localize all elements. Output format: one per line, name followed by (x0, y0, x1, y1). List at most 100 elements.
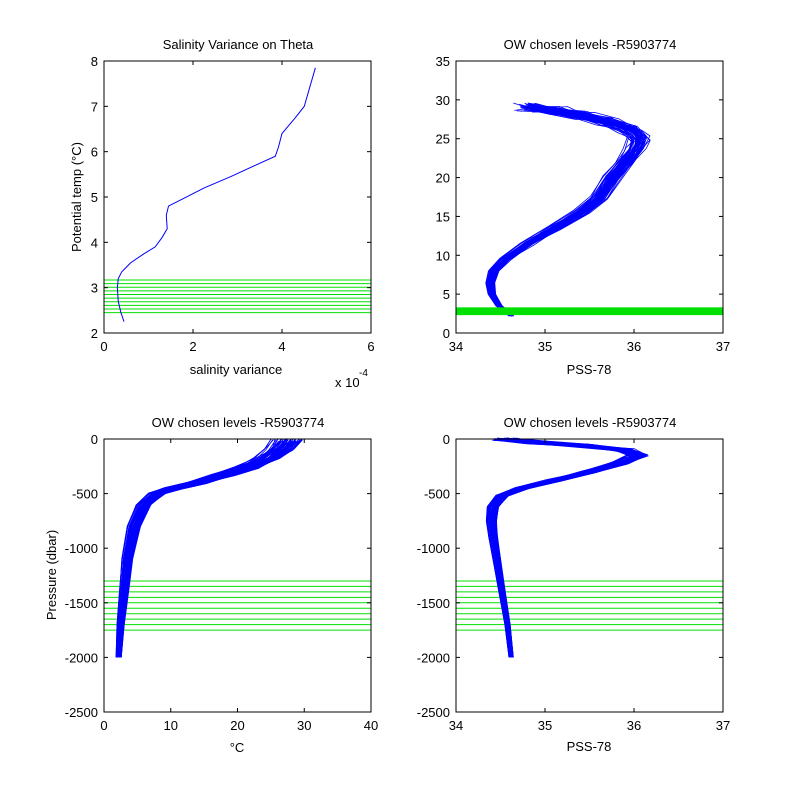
y-tick-label: -1000 (65, 541, 98, 556)
x-tick-label: 35 (538, 718, 552, 733)
panel-3-highlights (104, 580, 371, 631)
y-tick-label: 4 (91, 235, 98, 250)
ts-profile-line (492, 106, 645, 317)
panel-1-ylabel: Potential temp (°C) (69, 142, 84, 252)
x-tick-label: 10 (164, 718, 178, 733)
ts-profile-line (489, 104, 639, 317)
y-tick-label: 0 (91, 432, 98, 447)
ts-profile-line (489, 103, 639, 317)
ts-profile-line (486, 107, 635, 317)
panel-4-xlabel: PSS-78 (567, 739, 612, 754)
ts-profile-line (489, 106, 642, 317)
ts-profile-line (487, 103, 634, 317)
temperature-profile-line (116, 440, 285, 658)
ts-profile-line (487, 106, 632, 317)
panel-4-highlights (456, 580, 723, 631)
x-tick-label: 36 (627, 339, 641, 354)
panel-4-title: OW chosen levels -R5903774 (504, 415, 677, 430)
y-tick-label: 15 (436, 209, 450, 224)
x-tick-label: 2 (189, 339, 196, 354)
panel-2-xlabel: PSS-78 (567, 362, 612, 377)
y-tick-label: 20 (436, 171, 450, 186)
ts-profile-line (488, 109, 639, 317)
y-tick-label: -500 (424, 487, 450, 502)
panel-theta-salinity: OW chosen levels -R5903774 34 35 36 37 0 5 10 1… (436, 37, 731, 377)
ts-profile-line (490, 108, 642, 317)
x-tick-label: 34 (449, 718, 463, 733)
y-tick-label: 6 (91, 145, 98, 160)
y-tick-label: 5 (443, 287, 450, 302)
salinity-profile-line (486, 439, 633, 658)
ts-profile-line (489, 106, 640, 317)
ts-profile-line (487, 108, 635, 317)
x-tick-label: 37 (716, 718, 730, 733)
ts-profile-line (490, 110, 640, 317)
variance-line (116, 67, 316, 322)
x-tick-label: 6 (367, 339, 374, 354)
ts-profile-line (486, 106, 634, 317)
ts-profile-line (489, 102, 638, 317)
x-tick-label: 40 (364, 718, 378, 733)
temperature-profile-line (120, 440, 300, 658)
panel-2-axes-box (455, 60, 724, 334)
panel-4-axes-box (455, 438, 724, 713)
ts-profile-line (489, 104, 642, 317)
panel-4-ticks: 34 35 36 37 -2500 -2000 -1500 -1000 -500 0 (417, 432, 730, 733)
panel-3-xlabel: °C (230, 740, 245, 755)
ts-profile-line (489, 104, 641, 317)
panel-3-ticks: 0 10 20 30 40 -2500 -2000 -1500 -1000 -500 0 (65, 432, 378, 733)
panel-2-ticks: 34 35 36 37 0 5 10 15 20 25 30 35 (436, 54, 731, 354)
ts-profile-line (491, 102, 645, 317)
ts-profile-line (492, 108, 645, 317)
y-tick-label: 8 (91, 54, 98, 69)
panel-3-title: OW chosen levels -R5903774 (152, 415, 325, 430)
temperature-profile-line (115, 439, 272, 658)
panel-3-axes-box (103, 438, 372, 713)
ts-profile-line (491, 110, 644, 317)
panel-2-lines (485, 102, 651, 317)
ts-profile-line (492, 109, 646, 317)
ts-profile-line (488, 105, 639, 317)
ts-profile-line (488, 104, 637, 317)
y-tick-label: -1500 (417, 596, 450, 611)
y-tick-label: -2000 (65, 650, 98, 665)
salinity-profile-line (492, 439, 642, 658)
ts-profile-line (490, 102, 641, 317)
ts-profile-line (492, 105, 645, 317)
y-tick-label: 0 (443, 326, 450, 341)
ts-profile-line (492, 107, 647, 317)
x-tick-label: 4 (278, 339, 285, 354)
y-tick-label: 2 (91, 326, 98, 341)
y-tick-label: 30 (436, 93, 450, 108)
ts-profile-line (486, 110, 633, 317)
panel-temperature-pressure: OW chosen levels -R5903774 0 10 20 30 40 -250… (44, 415, 378, 755)
y-tick-label: -1500 (65, 596, 98, 611)
ts-profile-line (492, 106, 646, 317)
panel-1-highlights (104, 279, 371, 314)
y-tick-label: -1000 (417, 541, 450, 556)
x-tick-label: 0 (100, 718, 107, 733)
x-tick-label: 37 (716, 339, 730, 354)
ts-profile-line (490, 107, 642, 317)
x-tick-label: 35 (538, 339, 552, 354)
x-tick-label: 34 (449, 339, 463, 354)
ts-profile-line (491, 108, 643, 317)
panel-1-xlabel: salinity variance (190, 362, 283, 377)
ts-profile-line (488, 109, 635, 317)
ts-profile-line (491, 107, 644, 317)
x-tick-label: 36 (627, 718, 641, 733)
y-tick-label: 25 (436, 132, 450, 147)
ts-profile-line (491, 103, 644, 317)
ts-profile-line (491, 108, 646, 317)
y-tick-label: 35 (436, 54, 450, 69)
y-tick-label: 5 (91, 190, 98, 205)
ts-profile-line (487, 109, 633, 317)
x-tick-label: 30 (297, 718, 311, 733)
salinity-profile-line (494, 438, 647, 658)
ts-profile-line (490, 105, 640, 317)
ts-profile-line (490, 108, 645, 317)
chosen-level-band (456, 307, 723, 316)
panel-3-lines (115, 438, 303, 658)
